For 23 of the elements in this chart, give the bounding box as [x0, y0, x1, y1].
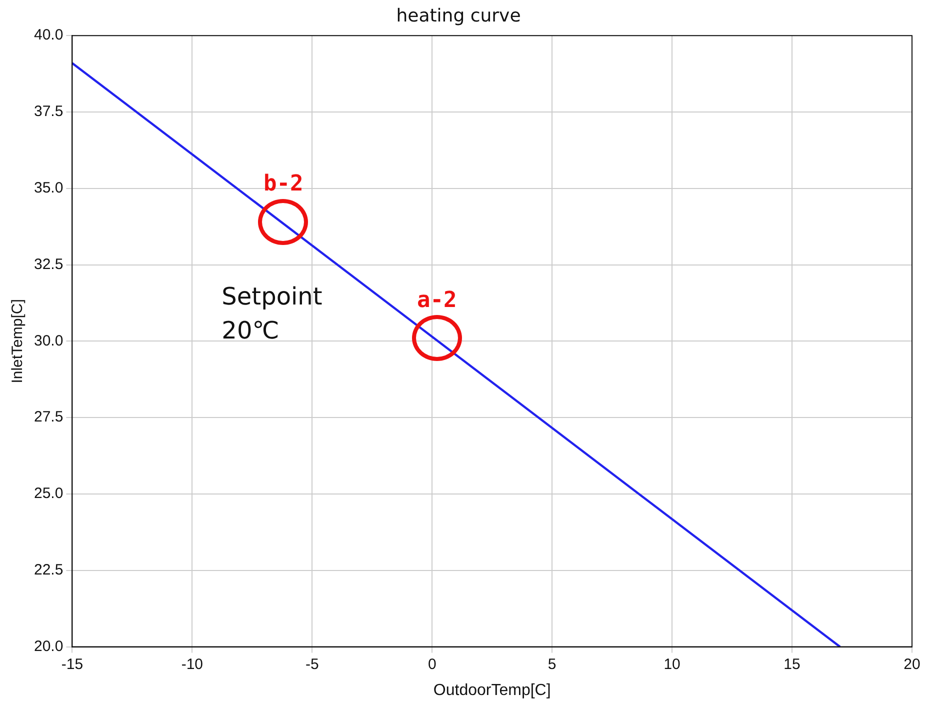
x-tick-label: 20 — [904, 656, 920, 673]
y-axis-title: InletTemp[C] — [9, 299, 26, 384]
y-tick-label: 22.5 — [34, 562, 64, 579]
y-tick-label: 32.5 — [34, 256, 64, 273]
x-tick-label: 0 — [428, 656, 436, 673]
y-tick-label: 35.0 — [34, 180, 64, 197]
y-tick-label: 27.5 — [34, 408, 64, 426]
x-tick-label: 15 — [784, 656, 800, 673]
x-axis-title: OutdoorTemp[C] — [433, 682, 551, 699]
y-tick-label: 40.0 — [34, 26, 64, 44]
y-tick-label: 30.0 — [34, 332, 64, 350]
x-tick-label: -5 — [305, 656, 319, 673]
y-tick-label: 37.5 — [34, 103, 64, 120]
chart-title: heating curve — [396, 5, 521, 26]
y-tick-label: 25.0 — [34, 485, 64, 502]
x-tick-label: 10 — [664, 656, 680, 673]
x-tick-label: -15 — [61, 656, 84, 673]
annotation: Setpoint 20℃ — [222, 282, 322, 344]
annotation: a-2 — [417, 288, 457, 313]
x-tick-label: -10 — [181, 656, 204, 673]
y-tick-label: 20.0 — [34, 638, 64, 655]
x-tick-label: 5 — [548, 656, 556, 673]
annotation: b-2 — [263, 172, 304, 197]
